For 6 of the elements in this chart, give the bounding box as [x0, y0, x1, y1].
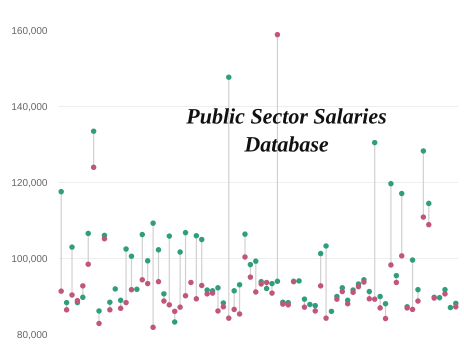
y-tick-label: 80,000: [16, 330, 48, 341]
y-tick-label: 120,000: [11, 178, 48, 189]
y-tick-label: 100,000: [11, 254, 48, 265]
y-tick-label: 140,000: [11, 102, 48, 113]
y-tick-label: 160,000: [11, 26, 48, 37]
text: Public Sector Salaries Database: [185, 104, 387, 156]
